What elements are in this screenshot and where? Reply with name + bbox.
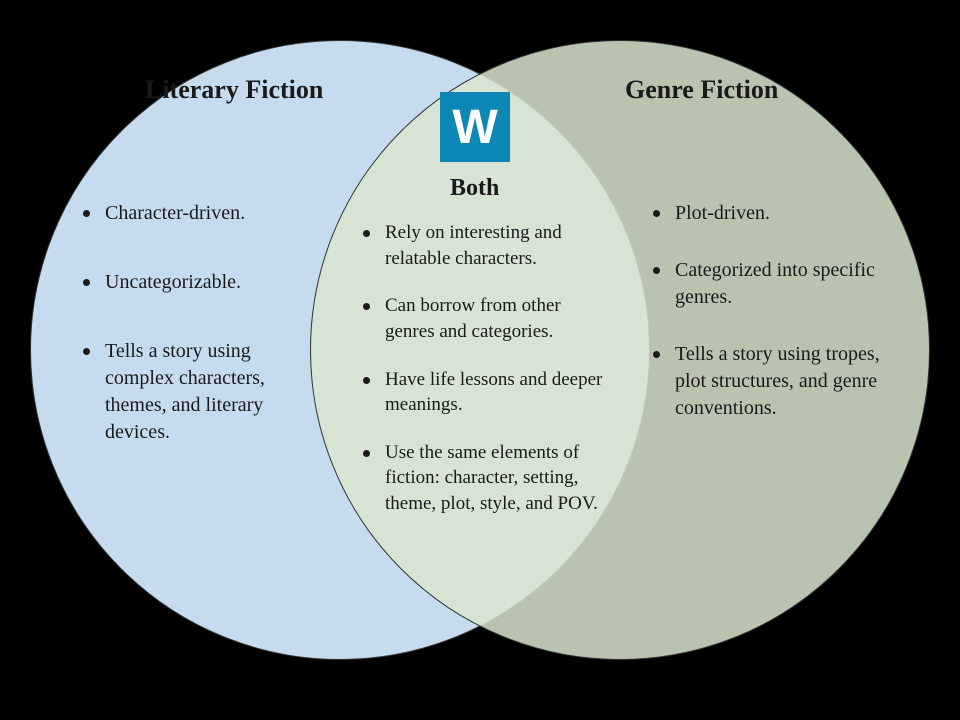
list-item: Uncategorizable. <box>75 269 315 296</box>
list-item: Plot-driven. <box>645 200 895 227</box>
center-list: Rely on interesting and relatable charac… <box>355 220 615 517</box>
center-content: Rely on interesting and relatable charac… <box>355 220 615 539</box>
list-item: Have life lessons and deeper meanings. <box>355 367 615 418</box>
list-item: Character-driven. <box>75 200 315 227</box>
left-title: Literary Fiction <box>145 75 323 105</box>
list-item: Tells a story using complex characters, … <box>75 338 315 446</box>
right-content: Plot-driven. Categorized into specific g… <box>645 200 895 452</box>
right-title: Genre Fiction <box>625 75 778 105</box>
left-content: Character-driven. Uncategorizable. Tells… <box>75 200 315 488</box>
list-item: Use the same elements of fiction: charac… <box>355 440 615 517</box>
logo-badge: W <box>440 92 510 162</box>
list-item: Categorized into specific genres. <box>645 257 895 311</box>
list-item: Can borrow from other genres and categor… <box>355 293 615 344</box>
center-title: Both <box>450 175 499 202</box>
logo-letter: W <box>452 100 497 155</box>
list-item: Rely on interesting and relatable charac… <box>355 220 615 271</box>
left-list: Character-driven. Uncategorizable. Tells… <box>75 200 315 446</box>
right-list: Plot-driven. Categorized into specific g… <box>645 200 895 422</box>
list-item: Tells a story using tropes, plot structu… <box>645 341 895 422</box>
